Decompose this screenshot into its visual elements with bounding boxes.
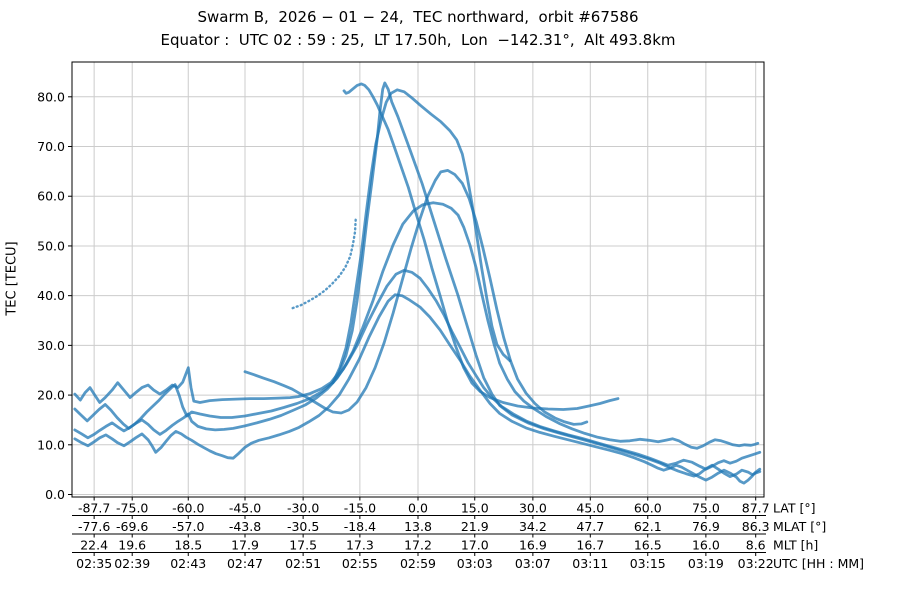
axis-tick-label: 13.8: [404, 519, 432, 534]
axis-tick-label: -45.0: [229, 501, 261, 516]
axis-tick-label: -69.6: [116, 519, 148, 534]
axis-tick-label: 02:35: [76, 556, 112, 571]
y-tick-label: 60.0: [37, 189, 65, 204]
axis-tick-label: 17.2: [404, 538, 432, 553]
axis-tick-label: 76.9: [692, 519, 720, 534]
axis-tick-label: 16.7: [576, 538, 604, 553]
axis-tick-label: 02:47: [227, 556, 263, 571]
axis-tick-label: 0.0: [408, 501, 428, 516]
trace-pass-sharp-peak-83: [73, 81, 762, 479]
trace-pass-peak-65: [243, 168, 589, 426]
axis-tick-label: 60.0: [634, 501, 662, 516]
axis-tick-label: 03:07: [515, 556, 551, 571]
axis-tick-label: 75.0: [692, 501, 720, 516]
axis-tick-label: 17.0: [461, 538, 489, 553]
axis-tick-label: 34.2: [519, 519, 547, 534]
axis-tick-label: -87.7: [78, 501, 110, 516]
axis-tick-label: -75.0: [116, 501, 148, 516]
axis-tick-label: 02:55: [342, 556, 378, 571]
axis-tick-label: -30.5: [287, 519, 319, 534]
axis-tick-label: 16.9: [519, 538, 547, 553]
y-tick-label: 10.0: [37, 437, 65, 452]
axis-tick-label: 87.7: [742, 501, 770, 516]
axis-tick-label: 86.3: [742, 519, 770, 534]
axis-tick-label: 03:11: [572, 556, 608, 571]
axis-tick-label: 03:03: [457, 556, 493, 571]
axis-tick-label: 21.9: [461, 519, 489, 534]
axis-tick-label: 16.5: [634, 538, 662, 553]
axis-row-label: LAT [°]: [773, 501, 815, 516]
axis-tick-label: -18.4: [344, 519, 376, 534]
axis-tick-label: 30.0: [519, 501, 547, 516]
y-tick-label: 20.0: [37, 388, 65, 403]
y-tick-label: 30.0: [37, 338, 65, 353]
axis-tick-label: 62.1: [634, 519, 662, 534]
axis-row-label: MLT [h]: [773, 538, 818, 553]
y-tick-label: 40.0: [37, 288, 65, 303]
axis-tick-label: 17.3: [346, 538, 374, 553]
axis-tick-label: 47.7: [576, 519, 604, 534]
axis-row-label: UTC [HH : MM]: [773, 556, 864, 571]
y-tick-label: 0.0: [45, 487, 65, 502]
axis-row-label: MLAT [°]: [773, 519, 826, 534]
trace-pass-peak-40: [73, 293, 762, 485]
axis-tick-label: -15.0: [344, 501, 376, 516]
axis-tick-label: -77.6: [78, 519, 110, 534]
plot-subtitle: Equator : UTC 02 : 59 : 25, LT 17.50h, L…: [160, 31, 676, 49]
axis-tick-label: 16.0: [692, 538, 720, 553]
axis-tick-label: 8.6: [746, 538, 766, 553]
trace-pass-peak-45: [73, 268, 762, 471]
trace-pass-hook-peak-82.7: [342, 82, 620, 411]
axis-tick-label: 02:59: [400, 556, 436, 571]
axis-tick-label: 17.9: [231, 538, 259, 553]
axis-tick-label: 02:43: [170, 556, 206, 571]
y-tick-label: 80.0: [37, 89, 65, 104]
y-tick-label: 50.0: [37, 238, 65, 253]
axis-tick-label: 22.4: [80, 538, 108, 553]
axis-tick-label: 18.5: [174, 538, 202, 553]
axis-tick-label: -57.0: [172, 519, 204, 534]
axis-tick-label: 15.0: [461, 501, 489, 516]
axis-tick-label: -60.0: [172, 501, 204, 516]
axis-tick-label: -43.8: [229, 519, 261, 534]
axis-tick-label: 03:15: [630, 556, 666, 571]
axis-tick-label: -30.0: [287, 501, 319, 516]
axis-tick-label: 02:39: [114, 556, 150, 571]
axis-tick-label: 03:22: [738, 556, 774, 571]
axis-tick-label: 03:19: [688, 556, 724, 571]
trace-pass-gentle-peak-81.4: [331, 88, 512, 385]
plot-title: Swarm B, 2026 − 01 − 24, TEC northward, …: [197, 8, 639, 26]
y-tick-label: 70.0: [37, 139, 65, 154]
trace-partial-dotted-segment: [291, 218, 357, 310]
axis-tick-label: 45.0: [576, 501, 604, 516]
trace-pass-peak-58: [73, 201, 760, 450]
axis-tick-label: 19.6: [118, 538, 146, 553]
axis-tick-label: 02:51: [285, 556, 321, 571]
axis-tick-label: 17.5: [289, 538, 317, 553]
